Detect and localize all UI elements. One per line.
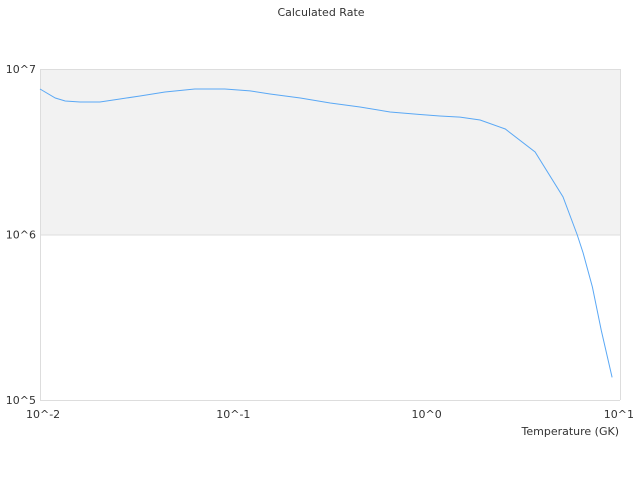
plot-band xyxy=(40,69,620,235)
series-line xyxy=(39,88,613,378)
x-tick-label: 10^0 xyxy=(412,408,442,421)
x-tick-label: 10^-2 xyxy=(26,408,60,421)
chart-title: Calculated Rate xyxy=(277,6,364,19)
x-axis-label: Temperature (GK) xyxy=(521,425,620,438)
y-tick-label: 10^5 xyxy=(6,394,36,407)
y-tick-label: 10^7 xyxy=(6,63,36,76)
x-tick-label: 10^1 xyxy=(604,408,634,421)
y-tick-label: 10^6 xyxy=(6,229,36,242)
x-tick-label: 10^-1 xyxy=(216,408,250,421)
